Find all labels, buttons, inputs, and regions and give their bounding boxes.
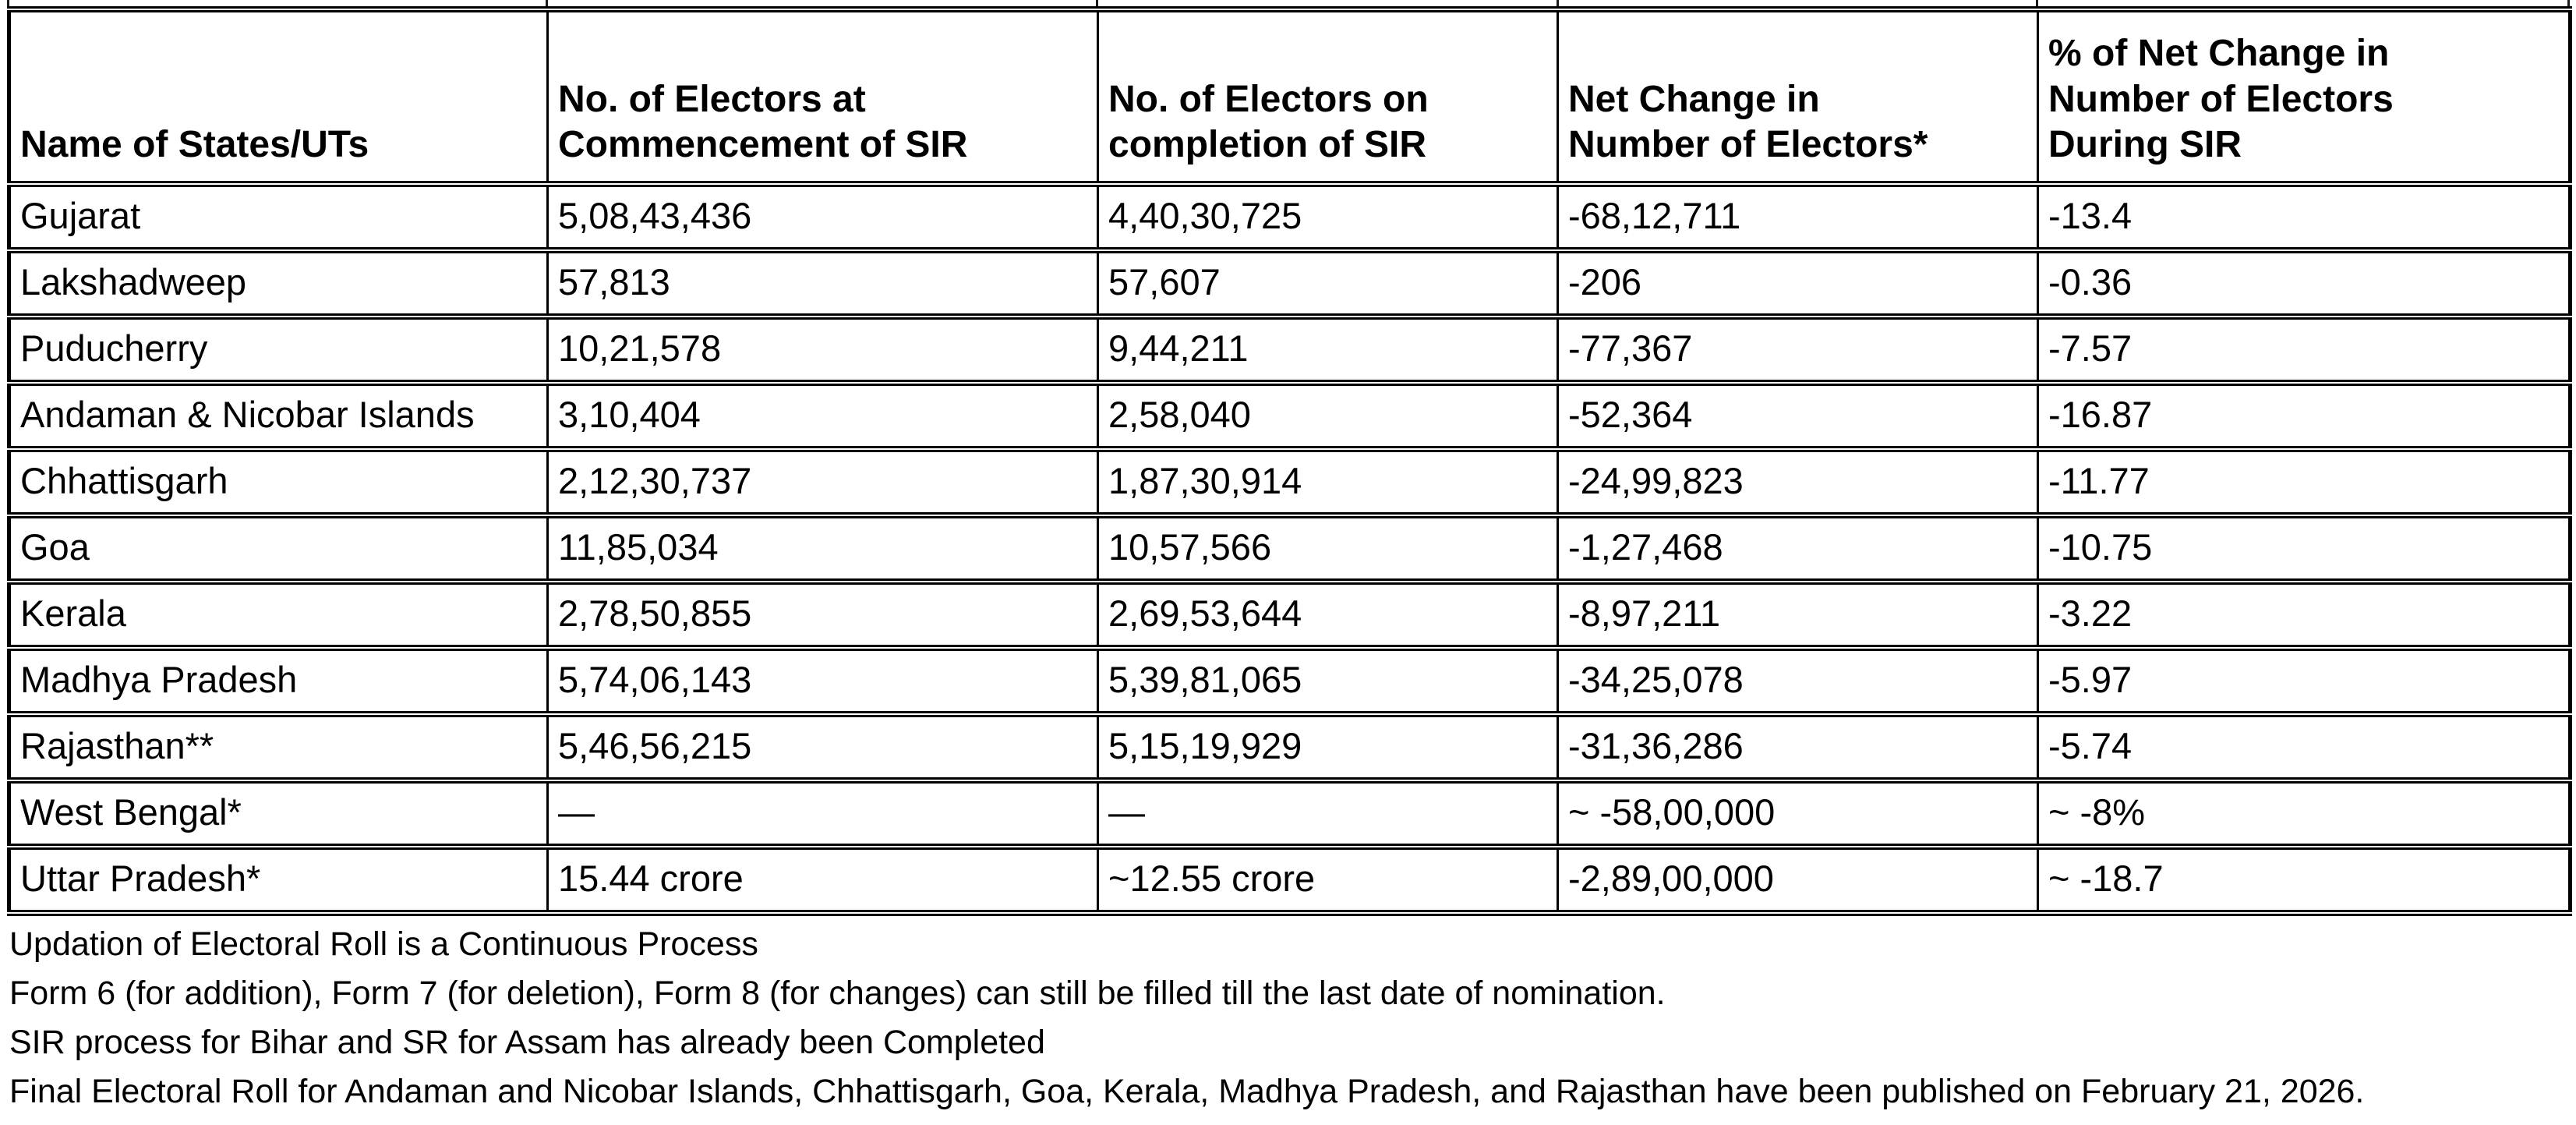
table-row: Rajasthan** 5,46,56,215 5,15,19,929 -31,36,… (8, 711, 2571, 784)
value-cell: 15.44 crore (546, 844, 1099, 916)
table-row: Puducherry 10,21,578 9,44,211 -77,367 -7.57 (8, 313, 2571, 386)
footnote-continuous-process: Updation of Electoral Roll is a Continuo… (9, 925, 758, 963)
table-row: Uttar Pradesh* 15.44 crore ~12.55 crore -2,… (8, 844, 2571, 916)
table-top-tick (7, 0, 9, 8)
electors-sir-table: Name of States/UTs No. of Electors at Co… (7, 6, 2572, 916)
value-cell: -2,89,00,000 (1557, 844, 2039, 916)
state-name-cell: Lakshadweep (8, 247, 549, 320)
value-cell: -52,364 (1557, 380, 2039, 452)
footnote-bihar-assam: SIR process for Bihar and SR for Assam h… (9, 1024, 1045, 1061)
value-cell: 5,74,06,143 (546, 645, 1099, 717)
table-body: Gujarat 5,08,43,436 4,40,30,725 -68,12,711-… (8, 181, 2571, 916)
value-cell: -11.77 (2037, 446, 2571, 518)
value-cell: 2,12,30,737 (546, 446, 1099, 518)
value-cell: -8,97,211 (1557, 578, 2039, 651)
value-cell: -206 (1557, 247, 2039, 320)
value-cell: 5,15,19,929 (1097, 711, 1559, 784)
value-cell: -7.57 (2037, 313, 2571, 386)
state-name-cell: Gujarat (8, 181, 549, 253)
table-top-tick (546, 0, 548, 8)
table-row: Gujarat 5,08,43,436 4,40,30,725 -68,12,711-… (8, 181, 2571, 253)
value-cell: -5.74 (2037, 711, 2571, 784)
state-name-cell: Rajasthan** (8, 711, 549, 784)
value-cell: 10,57,566 (1097, 512, 1559, 585)
value-cell: 57,813 (546, 247, 1099, 320)
value-cell: 1,87,30,914 (1097, 446, 1559, 518)
value-cell: -0.36 (2037, 247, 2571, 320)
state-name-cell: Madhya Pradesh (8, 645, 549, 717)
table-row: Goa 11,85,034 10,57,566 -1,27,468 -10.75 (8, 512, 2571, 585)
value-cell: ~ -18.7 (2037, 844, 2571, 916)
table-row: Lakshadweep 57,813 57,607 -206 -0.36 (8, 247, 2571, 320)
value-cell: ~ -8% (2037, 777, 2571, 850)
table-top-tick (1096, 0, 1098, 8)
value-cell: -13.4 (2037, 181, 2571, 253)
footnotes: Updation of Electoral Roll is a Continuo… (9, 920, 2574, 1116)
value-cell: 3,10,404 (546, 380, 1099, 452)
table-row: West Bengal* — — ~ -58,00,000 ~ -8% (8, 777, 2571, 850)
state-name-cell: Kerala (8, 578, 549, 651)
value-cell: 2,78,50,855 (546, 578, 1099, 651)
value-cell: -1,27,468 (1557, 512, 2039, 585)
state-name-cell: Puducherry (8, 313, 549, 386)
value-cell: 57,607 (1097, 247, 1559, 320)
value-cell: 10,21,578 (546, 313, 1099, 386)
state-name-cell: West Bengal* (8, 777, 549, 850)
table-row: Madhya Pradesh 5,74,06,143 5,39,81,065 -34,… (8, 645, 2571, 717)
column-header-state: Name of States/UTs (8, 6, 549, 187)
header-row: Name of States/UTs No. of Electors at Co… (8, 6, 2571, 187)
value-cell: 5,46,56,215 (546, 711, 1099, 784)
column-header-commencement: No. of Electors at Commencement of SIR (546, 6, 1099, 187)
column-header-completion: No. of Electors on completion of SIR (1097, 6, 1559, 187)
value-cell: 5,08,43,436 (546, 181, 1099, 253)
value-cell: -77,367 (1557, 313, 2039, 386)
value-cell: 11,85,034 (546, 512, 1099, 585)
value-cell: — (546, 777, 1099, 850)
value-cell: ~ -58,00,000 (1557, 777, 2039, 850)
value-cell: -5.97 (2037, 645, 2571, 717)
value-cell: 9,44,211 (1097, 313, 1559, 386)
table-header: Name of States/UTs No. of Electors at Co… (8, 6, 2571, 187)
table-top-tick (1557, 0, 1559, 8)
value-cell: -3.22 (2037, 578, 2571, 651)
state-name-cell: Goa (8, 512, 549, 585)
table-top-tick (2036, 0, 2038, 8)
value-cell: -68,12,711 (1557, 181, 2039, 253)
value-cell: -10.75 (2037, 512, 2571, 585)
value-cell: 4,40,30,725 (1097, 181, 1559, 253)
value-cell: ~12.55 crore (1097, 844, 1559, 916)
state-name-cell: Chhattisgarh (8, 446, 549, 518)
value-cell: — (1097, 777, 1559, 850)
column-header-pct-change: % of Net Change in Number of Electors Du… (2037, 6, 2571, 187)
value-cell: 2,69,53,644 (1097, 578, 1559, 651)
footnote-final-roll: Final Electoral Roll for Andaman and Nic… (9, 1073, 2365, 1110)
table-row: Kerala 2,78,50,855 2,69,53,644 -8,97,211 -3.… (8, 578, 2571, 651)
column-header-net-change: Net Change in Number of Electors* (1557, 6, 2039, 187)
table-row: Chhattisgarh 2,12,30,737 1,87,30,914 -24,99… (8, 446, 2571, 518)
state-name-cell: Uttar Pradesh* (8, 844, 549, 916)
footnote-forms: Form 6 (for addition), Form 7 (for delet… (9, 975, 1666, 1012)
value-cell: 5,39,81,065 (1097, 645, 1559, 717)
value-cell: 2,58,040 (1097, 380, 1559, 452)
value-cell: -31,36,286 (1557, 711, 2039, 784)
table-row: Andaman & Nicobar Islands 3,10,404 2,58,04… (8, 380, 2571, 452)
table-top-tick (2567, 0, 2570, 8)
value-cell: -24,99,823 (1557, 446, 2039, 518)
value-cell: -34,25,078 (1557, 645, 2039, 717)
value-cell: -16.87 (2037, 380, 2571, 452)
state-name-cell: Andaman & Nicobar Islands (8, 380, 549, 452)
